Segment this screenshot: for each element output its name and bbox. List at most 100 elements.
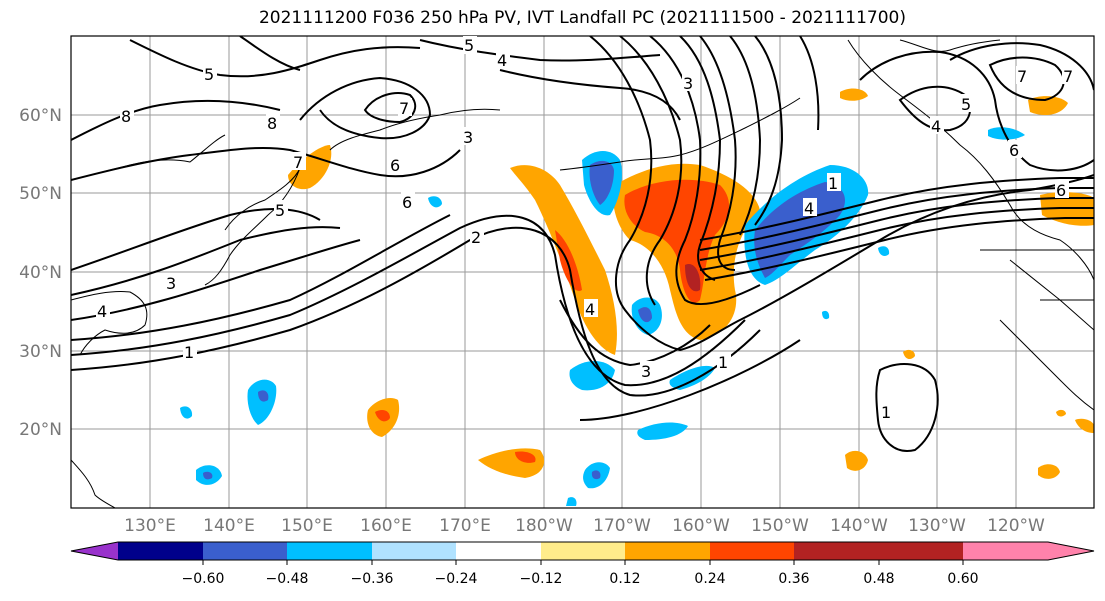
lon-label: 130°E [124,516,176,536]
longitude-labels: 130°E 140°E 150°E 160°E 170°E 180°W 170°… [124,516,1045,536]
colorbar-segment [372,542,456,560]
lat-label: 30°N [19,342,62,362]
colorbar-segment [710,542,794,560]
contour-label-text: 4 [97,302,107,321]
lon-label: 150°W [751,516,809,536]
colorbar-tick-label: −0.36 [351,571,394,587]
colorbar: −0.60 −0.48 −0.36 −0.24 −0.12 0.12 0.24 … [70,541,1095,587]
colorbar-segment [963,542,1094,560]
colorbar-tick-label: 0.36 [778,571,809,587]
contour-label-6: 6 [401,192,415,212]
contour-label-5: 5 [960,94,974,114]
negative-anomaly-region [669,365,715,390]
contour-label-text: 8 [121,107,131,126]
positive-anomaly-region [840,88,868,101]
negative-anomaly-region [591,470,601,480]
negative-anomaly-region [180,406,193,419]
contour-label-text: 7 [1017,67,1027,86]
contour-label-8: 8 [266,113,280,133]
contour-label-text: 4 [804,199,814,218]
contour-label-text: 6 [1009,141,1019,160]
negative-anomaly-region [203,471,213,480]
colorbar-tick-label: 0.12 [609,571,640,587]
contour-label-text: 3 [683,74,693,93]
positive-anomaly-region [555,230,582,291]
contour-label-text: 2 [471,228,481,247]
negative-anomaly-region [428,196,442,208]
colorbar-segment [287,542,372,560]
contour-label-text: 5 [275,201,285,220]
lon-label: 170°E [439,516,491,536]
negative-anomaly-region [637,422,688,440]
lat-label: 20°N [19,420,62,440]
contour-label-4: 4 [496,50,510,70]
contour-label-4: 4 [584,299,598,319]
negative-anomaly-region [638,307,652,323]
lon-label: 130°W [908,516,966,536]
colorbar-tick-label: 0.48 [863,571,894,587]
contour-label-text: 8 [267,114,277,133]
negative-anomaly-region [822,310,830,320]
colorbar-ticks [202,560,964,565]
contour-label-3: 3 [640,361,654,381]
negative-anomaly-region [566,497,577,506]
contour-label-text: 1 [718,353,728,372]
coastlines [71,39,1094,508]
positive-anomaly-region [1075,418,1094,433]
lon-label: 140°E [203,516,255,536]
contour-label-text: 4 [585,300,595,319]
contour-label-3: 3 [165,273,179,293]
lon-label: 140°W [830,516,888,536]
negative-anomaly-region [258,390,269,402]
negative-anomaly-region [247,379,277,425]
contour-label-2: 2 [470,227,484,247]
colorbar-tick-label: 0.60 [947,571,978,587]
contour-label-text: 7 [399,99,409,118]
positive-anomaly-region [685,264,701,292]
contour-label-text: 3 [166,274,176,293]
colorbar-tick-label: −0.12 [520,571,563,587]
colorbar-segment [625,542,710,560]
contour-label-8: 8 [120,106,134,126]
contour-label-text: 1 [828,174,838,193]
contour-label-4: 4 [803,198,817,218]
contour-label-text: 5 [961,95,971,114]
colorbar-segment [456,542,541,560]
colorbar-outline [70,541,1095,561]
colorbar-tick-label: 0.24 [694,571,725,587]
contour-label-layer: 4 3 1 5 7 5 8 8 6 6 7 3 2 5 4 4 3 1 1 4 … [96,36,1076,422]
negative-anomaly-region [569,361,615,391]
contour-label-text: 7 [1063,67,1073,86]
colorbar-segment [541,542,625,560]
contour-label-text: 3 [463,128,473,147]
lat-label: 50°N [19,184,62,204]
positive-anomaly-region [903,349,915,360]
pv-contours [71,36,1094,452]
positive-anomaly-region [375,410,390,422]
colorbar-segment [71,542,118,560]
negative-anomaly-region [988,127,1025,140]
contour-label-text: 6 [402,193,412,212]
colorbar-tick-label: −0.24 [435,571,478,587]
contour-label-7: 7 [398,98,412,118]
contour-label-text: 5 [204,65,214,84]
lon-label: 180°W [515,516,573,536]
contour-label-text: 4 [497,51,507,70]
lon-label: 120°W [987,516,1045,536]
contour-label-text: 5 [464,36,474,55]
contour-label-text: 6 [1056,181,1066,200]
positive-anomaly-region [1028,96,1068,115]
negative-anomaly-region [589,160,614,205]
contour-label-4: 4 [96,301,110,321]
contour-label-3: 3 [462,127,476,147]
positive-anomaly-region [288,145,332,190]
contour-label-7: 7 [292,152,306,172]
positive-anomaly-region [1056,409,1066,417]
colorbar-segment [879,542,963,560]
contour-label-3: 3 [682,73,696,93]
colorbar-segment [203,542,287,560]
lat-label: 60°N [19,106,62,126]
contour-label-1: 1 [183,342,197,362]
contour-label-text: 7 [293,153,303,172]
